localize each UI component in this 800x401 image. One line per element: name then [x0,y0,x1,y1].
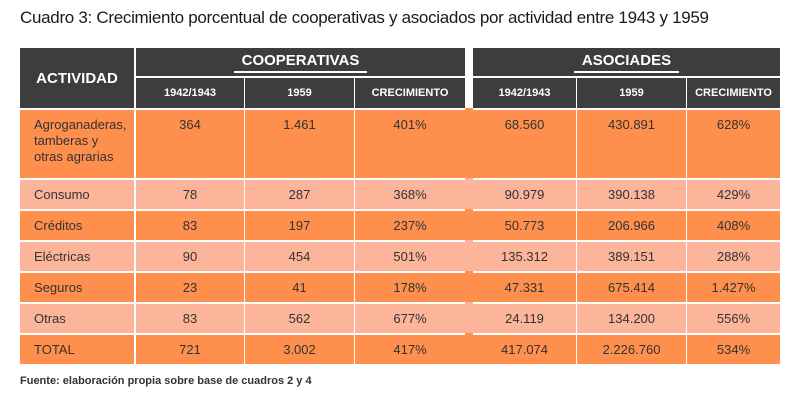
cell: 287 [245,178,355,209]
cell: 41 [245,271,355,302]
cell: 534% [687,333,781,364]
cell: 83 [136,302,245,333]
table-row: Otras 83 562 677% 24.119 134.200 556% [20,302,781,333]
cell: 562 [245,302,355,333]
cell: 389.151 [577,240,688,271]
cell: 90 [136,240,245,271]
cell: 454 [245,240,355,271]
cell: 368% [355,178,466,209]
table-row: Consumo 78 287 368% 90.979 390.138 429% [20,178,781,209]
coop-col-1942: 1942/1943 [136,76,245,108]
cell: 24.119 [473,302,578,333]
asoc-col-crecimiento: CRECIMIENTO [687,76,781,108]
cell: 288% [687,240,781,271]
cell: 197 [245,209,355,240]
table-row-total: TOTAL 721 3.002 417% 417.074 2.226.760 5… [20,333,781,364]
coop-col-1959: 1959 [245,76,355,108]
cell: 83 [136,209,245,240]
actividad-header: ACTIVIDAD [20,48,136,108]
cell: 408% [687,209,781,240]
cell: 2.226.760 [577,333,688,364]
cooperativas-header: COOPERATIVAS [136,48,466,76]
cell: 417.074 [473,333,578,364]
cell: 501% [355,240,466,271]
cell: 178% [355,271,466,302]
cell: 675.414 [577,271,688,302]
row-name: Agroganaderas, tamberas y otras agrarias [20,108,136,178]
row-name: Otras [20,302,136,333]
cell: 90.979 [473,178,578,209]
source-footnote: Fuente: elaboración propia sobre base de… [20,375,312,387]
cell: 390.138 [577,178,688,209]
row-name: TOTAL [20,333,136,364]
cell: 78 [136,178,245,209]
coop-col-crecimiento: CRECIMIENTO [355,76,466,108]
cell: 135.312 [473,240,578,271]
cell: 401% [355,108,466,178]
row-name: Consumo [20,178,136,209]
table-title: Cuadro 3: Crecimiento porcentual de coop… [20,8,709,27]
cell: 68.560 [473,108,578,178]
cell: 206.966 [577,209,688,240]
asociades-header: ASOCIADES [473,48,781,76]
data-table: ACTIVIDAD COOPERATIVAS ASOCIADES 1942/19… [20,48,781,364]
cell: 430.891 [577,108,688,178]
table-row: Agroganaderas, tamberas y otras agrarias… [20,108,781,178]
asoc-col-1959: 1959 [577,76,688,108]
cell: 556% [687,302,781,333]
cell: 1.461 [245,108,355,178]
cell: 677% [355,302,466,333]
cell: 47.331 [473,271,578,302]
table-row: Eléctricas 90 454 501% 135.312 389.151 2… [20,240,781,271]
cell: 628% [687,108,781,178]
cell: 721 [136,333,245,364]
cell: 23 [136,271,245,302]
row-name: Eléctricas [20,240,136,271]
cell: 3.002 [245,333,355,364]
cell: 50.773 [473,209,578,240]
table-row: Créditos 83 197 237% 50.773 206.966 408% [20,209,781,240]
table-row: Seguros 23 41 178% 47.331 675.414 1.427% [20,271,781,302]
row-name: Seguros [20,271,136,302]
row-name: Créditos [20,209,136,240]
cell: 429% [687,178,781,209]
cell: 417% [355,333,466,364]
cell: 237% [355,209,466,240]
asoc-col-1942: 1942/1943 [473,76,578,108]
cell: 134.200 [577,302,688,333]
cell: 1.427% [687,271,781,302]
cell: 364 [136,108,245,178]
